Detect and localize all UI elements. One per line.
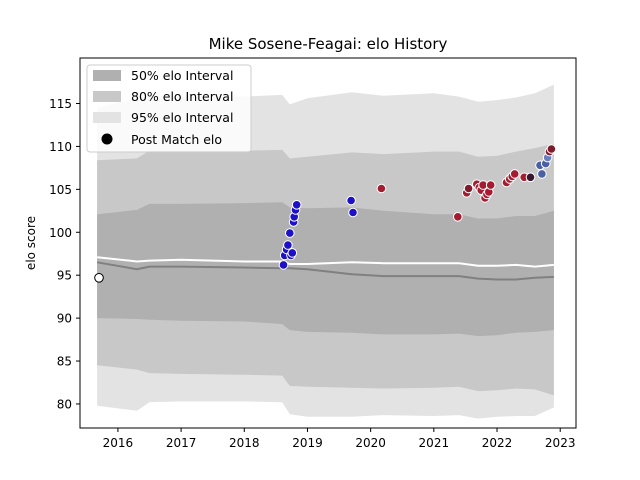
- post-match-point: [346, 195, 356, 206]
- y-tick-label: 115: [49, 97, 72, 111]
- x-tick-label: 2019: [292, 436, 323, 450]
- post-match-point: [283, 240, 293, 250]
- post-match-point: [453, 212, 463, 222]
- x-tick-label: 2021: [419, 436, 450, 450]
- legend-label-80: 80% elo Interval: [131, 89, 233, 104]
- legend: 50% elo Interval 80% elo Interval 95% el…: [86, 64, 252, 153]
- median-elo-line: [96, 261, 554, 281]
- post-match-point: [525, 172, 536, 183]
- legend-label-95: 95% elo Interval: [131, 110, 233, 125]
- y-tick-label: 80: [57, 397, 72, 411]
- y-tick-label: 100: [49, 226, 72, 240]
- post-match-point: [509, 169, 520, 179]
- x-tick-label: 2016: [103, 436, 134, 450]
- axes-frame: [79, 57, 577, 429]
- post-match-point: [348, 207, 358, 218]
- y-tick-label: 95: [57, 269, 72, 283]
- post-match-point: [546, 144, 557, 154]
- legend-box: [86, 64, 252, 153]
- legend-marker-post-match: [101, 133, 113, 145]
- post-match-point: [287, 248, 298, 258]
- post-match-point: [463, 183, 474, 194]
- post-match-point: [537, 169, 547, 179]
- interval-50-band: [97, 202, 554, 337]
- x-tick-label: 2018: [229, 436, 260, 450]
- mean-elo-line: [96, 256, 554, 268]
- y-axis: 80 85 90 95 100 105 110 115: [49, 97, 80, 411]
- legend-swatch-80: [93, 91, 121, 102]
- y-tick-label: 90: [57, 312, 72, 326]
- x-tick-label: 2023: [545, 436, 576, 450]
- y-tick-label: 105: [49, 183, 72, 197]
- post-match-point: [278, 260, 289, 270]
- x-tick-label: 2022: [482, 436, 513, 450]
- post-match-point: [376, 183, 387, 194]
- y-axis-label: elo score: [24, 216, 38, 270]
- x-tick-label: 2020: [355, 436, 386, 450]
- x-axis: 2016 2017 2018 2019 2020 2021 2022 2023: [103, 428, 576, 450]
- y-tick-label: 85: [57, 355, 72, 369]
- chart-title: Mike Sosene-Feagai: elo History: [209, 35, 448, 53]
- legend-label-post-match: Post Match elo: [131, 132, 222, 147]
- post-match-point: [485, 180, 496, 190]
- plot-area: [94, 84, 557, 419]
- post-match-point: [285, 228, 295, 238]
- post-match-point: [291, 200, 302, 210]
- legend-swatch-95: [93, 112, 121, 123]
- x-tick-label: 2017: [166, 436, 197, 450]
- legend-label-50: 50% elo Interval: [131, 68, 233, 83]
- post-match-points: [94, 144, 557, 283]
- post-match-point-first: [94, 273, 104, 283]
- y-tick-label: 110: [49, 140, 72, 154]
- legend-swatch-50: [93, 70, 121, 81]
